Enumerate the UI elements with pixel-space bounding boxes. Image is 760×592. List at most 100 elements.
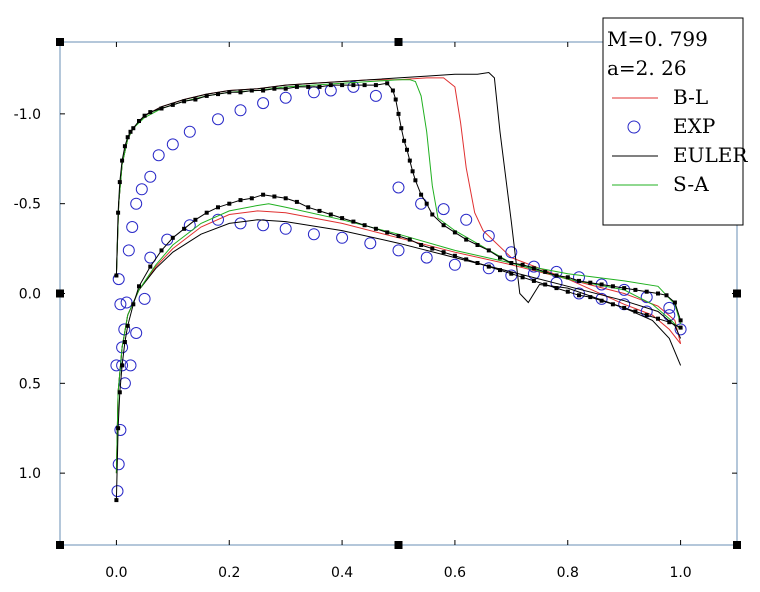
dotted-point — [498, 255, 502, 260]
dotted-point — [159, 106, 164, 111]
dotted-point — [554, 286, 559, 291]
dotted-point — [114, 273, 119, 278]
dotted-point — [227, 90, 232, 95]
exp-point — [336, 231, 349, 244]
dotted-point — [204, 93, 209, 98]
x-tick-label: 0.4 — [331, 565, 353, 581]
dotted-point — [678, 318, 683, 323]
dotted-point — [340, 216, 345, 221]
series-markers-dotted-upper — [114, 81, 683, 323]
exp-point — [369, 89, 382, 102]
dotted-point — [283, 196, 288, 201]
exp-point — [420, 251, 433, 264]
exp-point — [618, 283, 631, 296]
dotted-point — [362, 83, 367, 88]
dotted-point — [131, 302, 136, 307]
y-tick-label: 0.0 — [19, 287, 41, 303]
resize-handle[interactable] — [733, 289, 741, 298]
exp-point — [364, 237, 377, 250]
resize-handle[interactable] — [56, 289, 64, 298]
dotted-point — [125, 323, 130, 328]
dotted-point — [116, 210, 121, 215]
exp-point — [392, 181, 405, 194]
dotted-point — [531, 266, 536, 271]
legend-annotation: a=2. 26 — [607, 56, 687, 80]
dotted-point — [678, 325, 683, 330]
resize-handle[interactable] — [733, 541, 741, 549]
dotted-point — [306, 84, 311, 89]
dotted-point — [486, 248, 491, 253]
series-exp — [110, 80, 687, 498]
dotted-point — [170, 102, 175, 107]
dotted-point — [419, 243, 424, 247]
exp-point — [112, 273, 125, 286]
dotted-point — [261, 88, 266, 93]
series-line-b-l — [115, 77, 681, 345]
dotted-point — [543, 269, 548, 274]
dotted-point — [328, 83, 333, 88]
dotted-point — [633, 309, 638, 314]
exp-point — [152, 149, 165, 162]
resize-handle[interactable] — [394, 541, 403, 549]
dotted-point — [399, 126, 404, 131]
exp-point — [257, 219, 270, 232]
y-tick-label: 1.0 — [19, 466, 41, 482]
x-tick-label: 0.2 — [218, 565, 240, 581]
x-tick-label: 1.0 — [669, 565, 691, 581]
dotted-point — [565, 289, 570, 294]
dotted-point — [170, 235, 175, 240]
y-tick-label: -1.0 — [14, 107, 41, 123]
dotted-point — [227, 201, 232, 206]
dotted-point — [622, 305, 627, 310]
dotted-point — [407, 158, 412, 163]
resize-handle[interactable] — [56, 541, 64, 549]
legend: M=0. 799 a=2. 26 B-L EXP EULER S-A — [602, 17, 748, 226]
dotted-point — [475, 243, 480, 247]
dotted-point — [137, 119, 141, 123]
dotted-point — [148, 110, 153, 115]
resize-handle[interactable] — [394, 38, 403, 46]
resize-handle[interactable] — [56, 38, 64, 46]
dotted-point — [644, 289, 649, 294]
series-line-s-a-lower — [115, 203, 682, 474]
dotted-point — [554, 273, 559, 278]
series-line-euler-lower — [115, 219, 682, 474]
exp-point — [144, 251, 157, 264]
dotted-point — [294, 199, 299, 204]
dotted-point — [159, 248, 164, 253]
exp-point — [120, 296, 133, 309]
dotted-point — [272, 86, 277, 91]
dotted-point — [486, 264, 491, 269]
exp-point — [130, 327, 143, 339]
dotted-point — [407, 237, 412, 242]
y-tick-label: 0.5 — [19, 376, 41, 392]
exp-point — [212, 113, 224, 126]
series-line-dotted-lower — [115, 194, 681, 501]
dotted-point — [633, 287, 638, 292]
dotted-point — [216, 92, 220, 97]
dotted-point — [117, 390, 122, 395]
dotted-point — [656, 291, 660, 296]
exp-point — [130, 197, 143, 210]
dotted-point — [120, 158, 125, 163]
dotted-point — [385, 230, 390, 235]
exp-point — [135, 183, 148, 196]
exp-point — [122, 244, 135, 257]
exp-point — [183, 125, 196, 138]
exp-point — [114, 424, 127, 436]
legend-box — [602, 17, 744, 226]
dotted-point — [644, 313, 649, 318]
dotted-point — [238, 90, 243, 95]
axes: 0.0 0.2 0.4 0.6 0.8 1.0 -1.0 -0.5 0.0 0.5 1.0 — [14, 42, 737, 581]
dotted-point — [283, 86, 288, 91]
dotted-point — [393, 97, 398, 102]
exp-point — [234, 217, 247, 230]
exp-point — [347, 80, 360, 93]
dotted-point — [261, 192, 266, 197]
dotted-point — [182, 99, 187, 104]
dotted-point — [128, 129, 133, 134]
dotted-point — [577, 278, 581, 283]
dotted-point — [475, 261, 480, 265]
x-tick-label: 0.8 — [557, 565, 579, 581]
